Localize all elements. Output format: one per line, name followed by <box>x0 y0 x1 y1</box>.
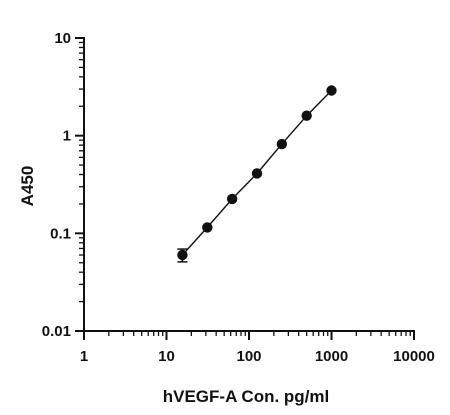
y-tick-label: 0.01 <box>42 323 71 340</box>
y-tick-label: 10 <box>54 30 71 47</box>
data-point <box>202 222 213 233</box>
x-tick-label: 10 <box>158 348 175 365</box>
data-point <box>326 85 337 96</box>
data-points <box>177 85 337 263</box>
x-tick-label: 1 <box>80 348 88 365</box>
y-axis-label: A450 <box>18 166 37 207</box>
x-tick-label: 100 <box>236 348 261 365</box>
y-tick-label: 1 <box>63 128 71 145</box>
x-tick-label: 1000 <box>315 348 348 365</box>
y-tick-label: 0.1 <box>50 225 71 242</box>
data-point <box>251 168 263 179</box>
ticks <box>75 37 415 340</box>
data-point <box>226 193 238 205</box>
x-tick-label: 10000 <box>393 348 435 365</box>
axes <box>83 37 415 332</box>
tick-labels: 1 10 100 1000 10000 0.01 0.1 1 10 <box>42 30 435 365</box>
data-point <box>301 110 312 121</box>
data-point <box>177 249 188 261</box>
x-axis-label: hVEGF-A Con. pg/ml <box>163 387 330 406</box>
data-point <box>276 138 288 150</box>
